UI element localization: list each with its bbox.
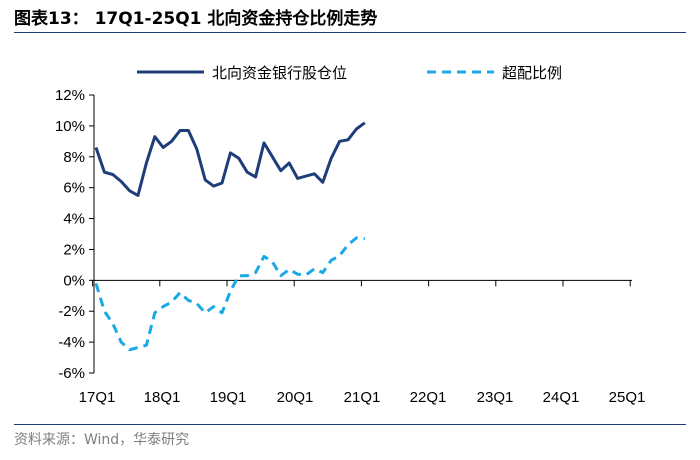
- source-divider: [14, 424, 686, 425]
- x-tick-label: 23Q1: [477, 389, 514, 406]
- title-divider: [14, 32, 686, 33]
- x-tick-label: 24Q1: [543, 389, 580, 406]
- chart-area: 12% 10% 8% 6% 4% 2% 0% -2% -4% -6% 17Q1 18Q1 19Q1 20…: [55, 65, 646, 406]
- y-tick-label: -4%: [58, 334, 85, 351]
- x-axis: 17Q1 18Q1 19Q1 20Q1 21Q1 22Q1 23Q1 24Q1 25Q1: [79, 279, 646, 406]
- chart-title: 图表13： 17Q1-25Q1 北向资金持仓比例走势: [14, 9, 378, 29]
- series-line-overweight-ratio: [94, 236, 365, 352]
- x-tick-label: 22Q1: [410, 389, 447, 406]
- y-tick-label: 6%: [63, 180, 85, 197]
- y-tick-label: 12%: [55, 87, 85, 104]
- y-tick-label: 8%: [63, 149, 85, 166]
- x-tick-label: 21Q1: [344, 389, 381, 406]
- x-tick-label: 19Q1: [210, 389, 247, 406]
- legend-label-overweight-ratio: 超配比例: [502, 65, 562, 82]
- x-tick-label: 25Q1: [609, 389, 646, 406]
- x-tick-label: 20Q1: [277, 389, 314, 406]
- y-tick-label: 10%: [55, 118, 85, 135]
- y-axis: 12% 10% 8% 6% 4% 2% 0% -2% -4% -6%: [55, 87, 95, 382]
- series-layer: [94, 121, 366, 352]
- source-note: 资料来源：Wind，华泰研究: [14, 432, 190, 448]
- x-tick-label: 18Q1: [144, 389, 181, 406]
- legend-label-bank-position: 北向资金银行股仓位: [212, 65, 347, 82]
- y-tick-label: -2%: [58, 303, 85, 320]
- y-tick-label: 2%: [63, 241, 85, 258]
- series-line-bank-position: [94, 121, 366, 197]
- x-tick-label: 17Q1: [79, 389, 116, 406]
- y-tick-label: 4%: [63, 211, 85, 228]
- y-tick-label: -6%: [58, 365, 85, 382]
- y-tick-label: 0%: [63, 272, 85, 289]
- legend: 北向资金银行股仓位 超配比例: [137, 65, 562, 82]
